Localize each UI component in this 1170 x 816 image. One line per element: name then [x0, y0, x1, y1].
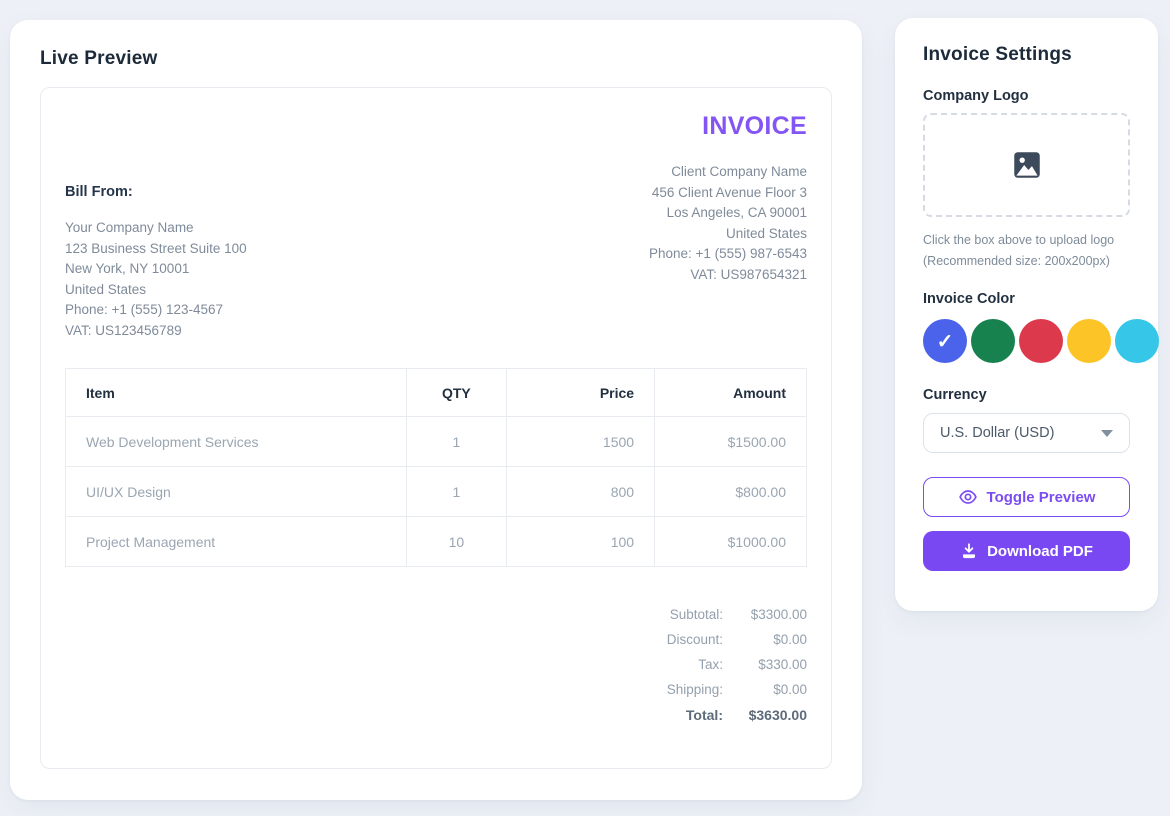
bill-from-line: United States: [65, 281, 147, 297]
tax-label: Tax:: [698, 657, 723, 672]
color-swatch-green[interactable]: [971, 319, 1015, 363]
cell-qty: 1: [405, 466, 507, 517]
cell-price: 800: [505, 466, 656, 517]
toggle-preview-label: Toggle Preview: [986, 488, 1096, 506]
bill-from-line: New York, NY 10001: [65, 261, 190, 276]
discount-label: Discount:: [666, 632, 723, 647]
client-line: Los Angeles, CA 90001: [666, 205, 807, 220]
shipping-row: Shipping: $0.00: [667, 682, 807, 697]
client-line: United States: [725, 225, 807, 241]
bill-from-line: Phone: +1 (555) 123-4567: [65, 302, 223, 317]
live-preview-title: Live Preview: [40, 48, 158, 69]
client-line: Phone: +1 (555) 987-6543: [649, 246, 807, 261]
invoice-preview: Bill From: Your Company Name 123 Busines…: [40, 87, 832, 769]
cell-item: Web Development Services: [65, 416, 407, 467]
company-logo-label: Company Logo: [923, 88, 1029, 104]
cell-amount: $1500.00: [654, 416, 807, 467]
tax-value: $330.00: [758, 657, 807, 672]
chevron-down-icon: [1101, 429, 1113, 437]
invoice-settings-title: Invoice Settings: [923, 44, 1072, 65]
table-row: Project Management 10 100 $1000.00: [65, 516, 807, 567]
shipping-value: $0.00: [773, 682, 807, 697]
table-row: Web Development Services 1 1500 $1500.00: [65, 416, 807, 467]
cell-amount: $800.00: [654, 466, 807, 517]
download-pdf-button[interactable]: Download PDF: [923, 531, 1130, 571]
bill-from-line: VAT: US123456789: [65, 322, 182, 338]
invoice-color-label: Invoice Color: [923, 291, 1015, 307]
download-pdf-label: Download PDF: [987, 542, 1093, 560]
cell-price: 1500: [505, 416, 656, 467]
currency-selected-value: U.S. Dollar (USD): [940, 425, 1055, 441]
client-line: VAT: US987654321: [690, 266, 807, 282]
color-swatch-yellow[interactable]: [1067, 319, 1111, 363]
total-label: Total:: [685, 707, 723, 723]
cell-item: UI/UX Design: [65, 466, 407, 517]
currency-label: Currency: [923, 387, 987, 403]
client-line: 456 Client Avenue Floor 3: [651, 184, 807, 200]
header-qty: QTY: [405, 368, 507, 417]
table-row: UI/UX Design 1 800 $800.00: [65, 466, 807, 517]
bill-from-line: 123 Business Street Suite 100: [65, 240, 247, 256]
live-preview-panel: Live Preview Bill From: Your Company Nam…: [10, 20, 862, 800]
upload-hint-line1: Click the box above to upload logo: [923, 233, 1115, 247]
table-header-row: Item QTY Price Amount: [65, 368, 807, 417]
eye-icon: [958, 487, 978, 507]
bill-to-block: Client Company Name 456 Client Avenue Fl…: [649, 162, 807, 285]
upload-hint-line2: (Recommended size: 200x200px): [923, 254, 1110, 268]
check-icon: ✓: [936, 330, 954, 353]
image-placeholder-icon: [1010, 148, 1044, 182]
line-items-table: Item QTY Price Amount Web Development Se…: [65, 368, 807, 567]
totals-block: Subtotal: $3300.00 Discount: $0.00 Tax: …: [65, 607, 807, 723]
cell-qty: 1: [405, 416, 507, 467]
subtotal-value: $3300.00: [750, 607, 807, 622]
header-price: Price: [505, 368, 656, 417]
total-value: $3630.00: [748, 707, 807, 723]
color-swatch-row: ✓: [923, 319, 1159, 363]
shipping-label: Shipping:: [666, 682, 723, 697]
bill-from-block: Bill From: Your Company Name 123 Busines…: [65, 184, 247, 341]
invoice-title: INVOICE: [702, 112, 807, 140]
toggle-preview-button[interactable]: Toggle Preview: [923, 477, 1130, 517]
invoice-settings-panel: Invoice Settings Company Logo Click the …: [895, 18, 1159, 611]
color-swatch-cyan[interactable]: [1115, 319, 1159, 363]
discount-row: Discount: $0.00: [667, 632, 807, 647]
client-line: Client Company Name: [671, 164, 807, 179]
header-item: Item: [65, 368, 407, 417]
cell-item: Project Management: [65, 516, 407, 567]
color-swatch-red[interactable]: [1019, 319, 1063, 363]
tax-row: Tax: $330.00: [698, 657, 807, 672]
color-swatch-blue[interactable]: ✓: [923, 319, 967, 363]
subtotal-row: Subtotal: $3300.00: [670, 607, 807, 622]
bill-from-line: Your Company Name: [65, 220, 194, 235]
cell-qty: 10: [405, 516, 507, 567]
currency-select[interactable]: U.S. Dollar (USD): [923, 413, 1130, 453]
bill-from-label: Bill From:: [65, 184, 133, 200]
download-icon: [960, 542, 978, 560]
subtotal-label: Subtotal:: [669, 607, 723, 622]
cell-amount: $1000.00: [654, 516, 807, 567]
logo-upload-dropzone[interactable]: [923, 113, 1130, 217]
cell-price: 100: [505, 516, 656, 567]
total-row: Total: $3630.00: [686, 707, 807, 723]
discount-value: $0.00: [773, 632, 807, 647]
header-amount: Amount: [654, 368, 807, 417]
